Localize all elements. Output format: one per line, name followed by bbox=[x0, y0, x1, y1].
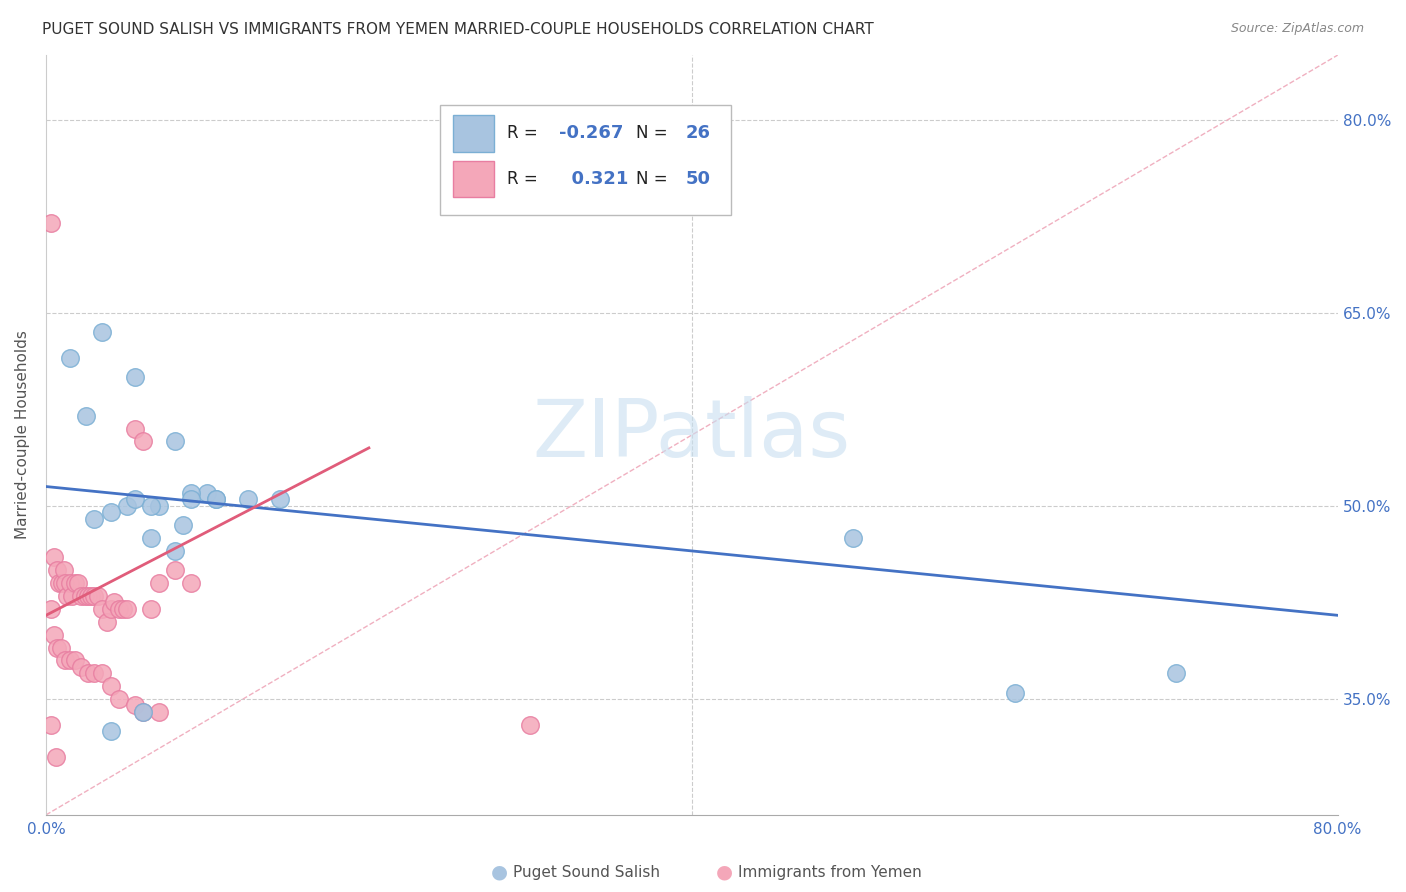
Point bbox=[1166, 666, 1188, 681]
Text: ●: ● bbox=[491, 863, 508, 882]
Point bbox=[80, 589, 103, 603]
Point bbox=[100, 679, 122, 693]
Point bbox=[49, 640, 72, 655]
Point bbox=[236, 492, 259, 507]
Point bbox=[132, 434, 155, 449]
Text: Source: ZipAtlas.com: Source: ZipAtlas.com bbox=[1230, 22, 1364, 36]
Text: ZIPatlas: ZIPatlas bbox=[533, 396, 851, 474]
Point bbox=[100, 505, 122, 519]
Point bbox=[204, 492, 226, 507]
Point bbox=[96, 615, 118, 629]
Point bbox=[42, 550, 65, 565]
Point bbox=[172, 518, 194, 533]
Point bbox=[60, 589, 83, 603]
Point bbox=[519, 718, 541, 732]
Point bbox=[42, 627, 65, 641]
Point bbox=[197, 486, 219, 500]
Point bbox=[115, 499, 138, 513]
Point bbox=[180, 486, 202, 500]
Point bbox=[148, 576, 170, 591]
Point bbox=[83, 666, 105, 681]
Point bbox=[204, 492, 226, 507]
Text: 26: 26 bbox=[685, 124, 710, 143]
Text: Immigrants from Yemen: Immigrants from Yemen bbox=[738, 865, 922, 880]
Point bbox=[45, 750, 67, 764]
Point bbox=[63, 653, 86, 667]
Bar bbox=[453, 161, 494, 197]
Point bbox=[132, 705, 155, 719]
Point bbox=[165, 544, 187, 558]
Point bbox=[103, 595, 125, 609]
Point bbox=[180, 576, 202, 591]
Bar bbox=[440, 104, 731, 215]
Point bbox=[53, 576, 76, 591]
Point bbox=[165, 563, 187, 577]
Point bbox=[165, 434, 187, 449]
Point bbox=[70, 660, 93, 674]
Point bbox=[39, 215, 62, 229]
Point bbox=[112, 602, 135, 616]
Point bbox=[52, 563, 75, 577]
Point bbox=[46, 563, 69, 577]
Point bbox=[83, 512, 105, 526]
Point bbox=[75, 409, 97, 423]
Point bbox=[1004, 685, 1026, 699]
Point bbox=[842, 531, 865, 545]
Point bbox=[148, 705, 170, 719]
Point bbox=[51, 576, 73, 591]
Point bbox=[91, 325, 114, 339]
Text: R =: R = bbox=[508, 124, 543, 143]
Point bbox=[91, 666, 114, 681]
Text: 50: 50 bbox=[685, 170, 710, 188]
Point bbox=[107, 692, 129, 706]
Point bbox=[83, 589, 105, 603]
Point bbox=[180, 492, 202, 507]
Point bbox=[59, 653, 82, 667]
Point bbox=[73, 589, 96, 603]
Text: 0.321: 0.321 bbox=[558, 170, 628, 188]
Point bbox=[139, 499, 162, 513]
Point bbox=[139, 602, 162, 616]
Point bbox=[124, 421, 146, 435]
Text: R =: R = bbox=[508, 170, 543, 188]
Point bbox=[77, 589, 100, 603]
Point bbox=[39, 602, 62, 616]
Text: PUGET SOUND SALISH VS IMMIGRANTS FROM YEMEN MARRIED-COUPLE HOUSEHOLDS CORRELATIO: PUGET SOUND SALISH VS IMMIGRANTS FROM YE… bbox=[42, 22, 875, 37]
Point bbox=[59, 576, 82, 591]
Point bbox=[53, 653, 76, 667]
Point bbox=[46, 640, 69, 655]
Point bbox=[59, 351, 82, 365]
Point bbox=[100, 602, 122, 616]
Point bbox=[48, 576, 70, 591]
Point bbox=[86, 589, 108, 603]
Point bbox=[100, 724, 122, 739]
Point bbox=[124, 698, 146, 713]
Point bbox=[91, 602, 114, 616]
Bar bbox=[453, 115, 494, 152]
Point bbox=[77, 666, 100, 681]
Point bbox=[148, 499, 170, 513]
Y-axis label: Married-couple Households: Married-couple Households bbox=[15, 331, 30, 540]
Point bbox=[63, 576, 86, 591]
Point bbox=[56, 589, 79, 603]
Point bbox=[39, 718, 62, 732]
Text: N =: N = bbox=[637, 170, 673, 188]
Point bbox=[124, 492, 146, 507]
Point bbox=[107, 602, 129, 616]
Point bbox=[67, 576, 90, 591]
Point bbox=[269, 492, 291, 507]
Text: Puget Sound Salish: Puget Sound Salish bbox=[513, 865, 661, 880]
Point bbox=[124, 370, 146, 384]
Point bbox=[139, 531, 162, 545]
Text: ●: ● bbox=[716, 863, 733, 882]
Point bbox=[70, 589, 93, 603]
Text: -0.267: -0.267 bbox=[558, 124, 623, 143]
Point bbox=[115, 602, 138, 616]
Text: N =: N = bbox=[637, 124, 673, 143]
Point bbox=[132, 705, 155, 719]
